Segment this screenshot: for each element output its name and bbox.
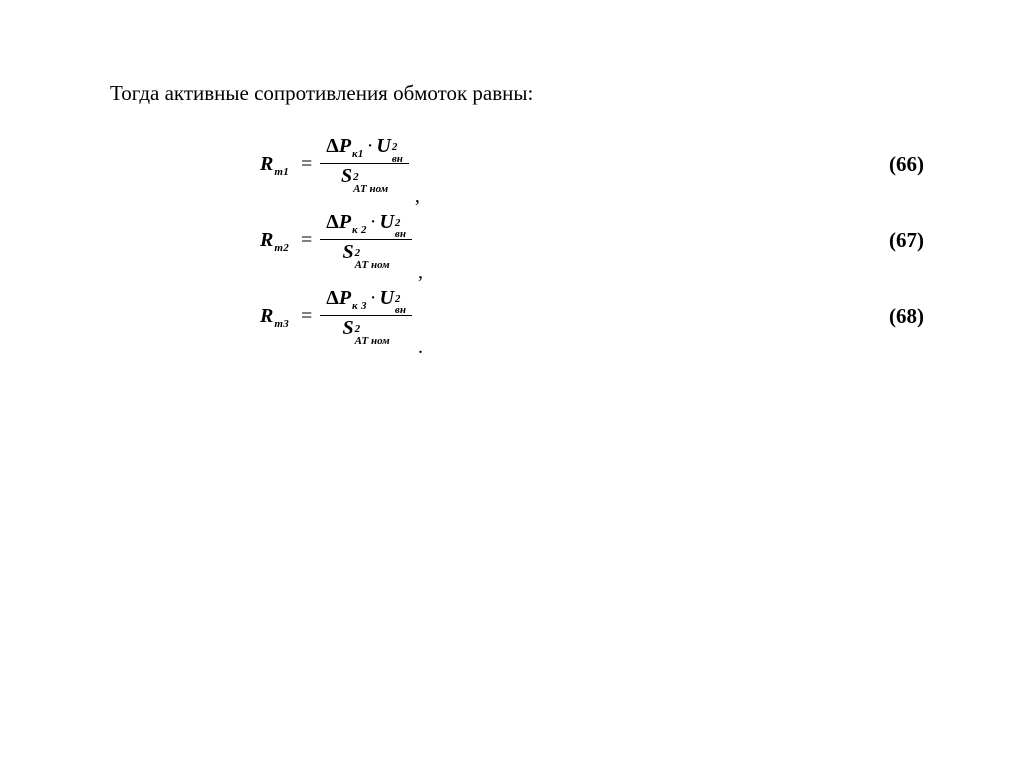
eq1-S-sub: АТ ном [353, 186, 388, 194]
eq3-S-var: S [342, 318, 353, 338]
eq1-U: U 2 вн [376, 136, 402, 161]
equation-1: R т1 = Δ P к1 · U 2 вн [260, 136, 420, 194]
delta-icon: Δ [326, 136, 339, 156]
eq2-S-sub: АТ ном [355, 262, 390, 270]
eq1-U-sub: вн [392, 156, 403, 164]
eq3-U-var: U [379, 288, 393, 308]
intro-paragraph: Тогда активные сопротивления обмоток рав… [110, 81, 944, 106]
eq1-denominator: S 2 АТ ном [335, 164, 394, 193]
eq3-S: S 2 АТ ном [342, 318, 389, 343]
eq1-trail: , [415, 185, 420, 208]
equation-row-2: R т2 = Δ P к 2 · U 2 вн [260, 212, 944, 270]
eq2-U-sub: вн [395, 231, 406, 239]
eq2-lhs: R т2 [260, 229, 289, 252]
eq1-S: S 2 АТ ном [341, 166, 388, 191]
equals-sign: = [301, 305, 312, 328]
delta-icon: Δ [326, 212, 339, 232]
equation-3: R т3 = Δ P к 3 · U 2 вн [260, 288, 423, 346]
eq1-S-var: S [341, 166, 352, 186]
eq3-lhs-sub: т3 [274, 318, 289, 330]
eq2-lhs-var: R [260, 229, 273, 252]
cdot-icon: · [367, 136, 374, 156]
equals-sign: = [301, 153, 312, 176]
eq2-S: S 2 АТ ном [342, 242, 389, 267]
eq3-lhs-var: R [260, 305, 273, 328]
eq3-trail: . [418, 336, 423, 359]
eq3-number: (68) [889, 304, 944, 329]
document-page: Тогда активные сопротивления обмоток рав… [0, 0, 1024, 345]
equation-row-3: R т3 = Δ P к 3 · U 2 вн [260, 288, 944, 346]
eq2-U-subsup: 2 вн [395, 222, 406, 237]
eq1-deltaP: Δ P к1 [326, 136, 363, 156]
cdot-icon: · [370, 288, 377, 308]
eq1-U-sup: 2 [392, 144, 398, 152]
eq1-U-var: U [376, 136, 390, 156]
eq1-lhs-sub: т1 [274, 166, 289, 178]
eq3-U-subsup: 2 вн [395, 298, 406, 313]
eq1-U-subsup: 2 вн [392, 146, 403, 161]
eq2-number: (67) [889, 228, 944, 253]
eq3-S-sub: АТ ном [355, 338, 390, 346]
eq3-P-sub: к 3 [352, 301, 367, 312]
eq3-deltaP: Δ P к 3 [326, 288, 367, 308]
eq1-number: (66) [889, 152, 944, 177]
eq2-numerator: Δ P к 2 · U 2 вн [320, 212, 412, 239]
eq2-fraction: Δ P к 2 · U 2 вн [320, 212, 412, 270]
eq3-U-sup: 2 [395, 296, 401, 304]
eq1-P-sub: к1 [352, 149, 364, 160]
eq3-S-sup: 2 [355, 326, 361, 334]
eq3-denominator: S 2 АТ ном [336, 316, 395, 345]
eq1-lhs: R т1 [260, 153, 289, 176]
eq2-lhs-sub: т2 [274, 242, 289, 254]
eq2-S-subsup: 2 АТ ном [355, 252, 390, 267]
eq3-lhs: R т3 [260, 305, 289, 328]
eq3-S-subsup: 2 АТ ном [355, 328, 390, 343]
eq3-fraction: Δ P к 3 · U 2 вн [320, 288, 412, 346]
eq3-U: U 2 вн [379, 288, 405, 313]
eq1-S-subsup: 2 АТ ном [353, 176, 388, 191]
eq2-trail: , [418, 261, 423, 284]
eq2-S-var: S [342, 242, 353, 262]
eq1-P: P [339, 136, 351, 156]
eq2-denominator: S 2 АТ ном [336, 240, 395, 269]
equation-row-1: R т1 = Δ P к1 · U 2 вн [260, 136, 944, 194]
eq1-lhs-var: R [260, 153, 273, 176]
eq2-S-sup: 2 [355, 250, 361, 258]
equation-2: R т2 = Δ P к 2 · U 2 вн [260, 212, 423, 270]
eq2-deltaP: Δ P к 2 [326, 212, 367, 232]
eq3-numerator: Δ P к 3 · U 2 вн [320, 288, 412, 315]
eq2-U-sup: 2 [395, 220, 401, 228]
eq1-S-sup: 2 [353, 174, 359, 182]
equals-sign: = [301, 229, 312, 252]
eq2-U-var: U [379, 212, 393, 232]
eq2-U: U 2 вн [379, 212, 405, 237]
eq3-P: P [339, 288, 351, 308]
cdot-icon: · [370, 212, 377, 232]
delta-icon: Δ [326, 288, 339, 308]
eq2-P: P [339, 212, 351, 232]
eq2-P-sub: к 2 [352, 225, 367, 236]
eq1-numerator: Δ P к1 · U 2 вн [320, 136, 409, 163]
eq1-fraction: Δ P к1 · U 2 вн S [320, 136, 409, 194]
eq3-U-sub: вн [395, 307, 406, 315]
